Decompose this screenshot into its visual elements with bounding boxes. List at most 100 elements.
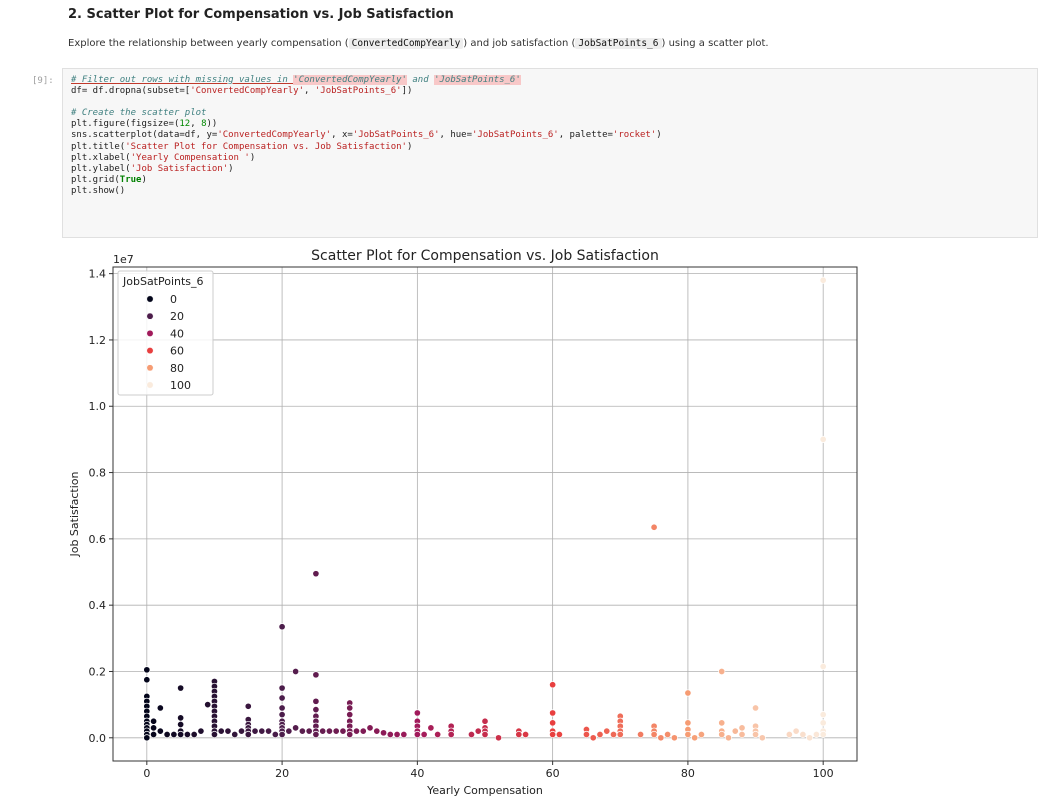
scatter-point — [819, 435, 827, 443]
scatter-point — [319, 727, 327, 735]
legend-label: 60 — [170, 345, 184, 358]
section-description: Explore the relationship between yearly … — [68, 38, 769, 49]
scatter-point — [224, 727, 232, 735]
scatter-point — [731, 727, 739, 735]
inline-code-jobsat: JobSatPoints_6 — [575, 38, 662, 49]
scatter-point — [697, 730, 705, 739]
scatter-point — [292, 724, 300, 732]
code-cell[interactable]: # Filter out rows with missing values in… — [62, 68, 1038, 238]
legend-marker — [146, 329, 154, 337]
scatter-point — [143, 676, 151, 684]
scatter-point — [278, 623, 286, 631]
scatter-point — [170, 730, 178, 739]
legend-label: 0 — [170, 293, 177, 306]
scatter-point — [819, 730, 827, 739]
y-tick-label: 1.4 — [89, 268, 107, 281]
scatter-point — [325, 727, 333, 735]
scatter-point — [657, 734, 665, 742]
legend-marker — [146, 295, 154, 303]
legend-entries: 0 20 40 60 80 100 — [146, 293, 191, 392]
scatter-point — [684, 730, 692, 739]
scatter-point — [819, 711, 827, 719]
legend-label: 40 — [170, 327, 184, 340]
scatter-point — [494, 734, 503, 742]
scatter-point — [278, 704, 286, 712]
scatter-point — [751, 704, 760, 712]
inline-code-compensation: ConvertedCompYearly — [348, 38, 464, 49]
scatter-point — [724, 734, 733, 742]
scatter-point — [251, 727, 259, 735]
axis-ticks: 0 20 40 60 80 100 0.0 0.2 0.4 0.6 0.8 1.0 1.2 1.4 — [89, 268, 834, 780]
scatter-point — [278, 684, 286, 692]
scatter-point — [718, 667, 726, 676]
scatter-point — [738, 724, 746, 732]
scatter-point — [346, 711, 354, 719]
scatter-point — [339, 727, 347, 735]
scatter-point — [352, 727, 361, 735]
code-line-scatterplot: sns.scatterplot(data=df, y='ConvertedCom… — [71, 130, 662, 141]
scatter-point — [691, 734, 699, 742]
y-tick-label: 1.0 — [89, 400, 107, 413]
scatter-point — [616, 730, 624, 739]
scatter-point — [177, 720, 185, 729]
scatter-point — [244, 730, 252, 739]
scatter-point — [393, 730, 401, 739]
code-line-dropna: df= df.dropna(subset=['ConvertedCompYear… — [71, 86, 413, 97]
scatter-point — [278, 711, 286, 719]
scatter-point — [447, 730, 455, 739]
scatter-point — [190, 730, 198, 739]
scatter-point — [799, 730, 807, 739]
scatter-point — [684, 719, 692, 727]
legend-marker — [146, 347, 154, 355]
scatter-point — [183, 730, 191, 739]
scatter-point — [143, 666, 151, 674]
scatter-point — [278, 694, 286, 702]
y-tick-label: 1.2 — [89, 334, 107, 347]
scatter-point — [292, 667, 300, 676]
scatter-point — [413, 730, 421, 739]
scatter-point — [177, 684, 185, 692]
scatter-point — [812, 730, 820, 739]
scatter-point — [819, 719, 827, 727]
scatter-point — [515, 730, 523, 739]
scatter-point — [718, 730, 726, 739]
code-comment-create: # Create the scatter plot — [71, 108, 207, 119]
scatter-point — [400, 730, 408, 739]
scatter-point — [434, 730, 442, 739]
scatter-point — [819, 276, 827, 284]
scatter-point — [664, 730, 672, 739]
scatter-point — [589, 734, 597, 742]
chart-legend: JobSatPoints_6 0 20 40 60 80 100 — [117, 270, 214, 396]
scatter-point — [204, 701, 212, 709]
scatter-point — [582, 730, 591, 739]
scatter-point — [231, 730, 239, 739]
scatter-point — [150, 717, 158, 725]
scatter-point — [150, 730, 158, 739]
description-text-1: Explore the relationship between yearly … — [68, 38, 349, 49]
scatter-point — [312, 697, 320, 705]
scatter-point — [684, 689, 692, 697]
y-tick-label: 0.2 — [89, 665, 107, 678]
legend-label: 20 — [170, 310, 184, 323]
scatter-point — [650, 730, 658, 739]
code-editor[interactable]: # Filter out rows with missing values in… — [71, 75, 662, 197]
scatter-point — [366, 724, 374, 732]
scatter-point — [785, 730, 793, 739]
scatter-point — [670, 734, 678, 742]
scatter-point — [271, 730, 279, 739]
legend-marker — [146, 364, 154, 372]
scatter-point — [156, 727, 164, 735]
scatter-point — [373, 727, 381, 735]
scatter-point — [413, 709, 421, 717]
x-tick-label: 60 — [546, 767, 560, 780]
code-line-ylabel: plt.ylabel('Job Satisfaction') — [71, 163, 234, 174]
legend-marker — [146, 312, 154, 320]
scatter-point — [312, 706, 320, 714]
scatter-points — [143, 276, 827, 742]
scatter-point — [210, 730, 219, 739]
scatter-point — [359, 727, 367, 735]
scatter-point — [637, 730, 645, 739]
scatter-point — [312, 671, 320, 679]
y-axis-offset: 1e7 — [113, 253, 134, 266]
